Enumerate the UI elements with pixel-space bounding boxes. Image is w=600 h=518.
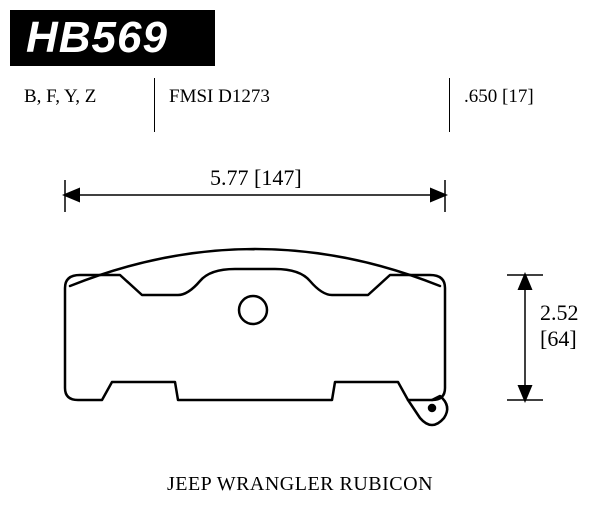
dim-height-label: 2.52 [64]	[540, 300, 579, 352]
product-name: JEEP WRANGLER RUBICON	[0, 473, 600, 496]
dim-width-label: 5.77 [147]	[210, 165, 302, 191]
part-number: HB569	[26, 13, 168, 63]
dim-width-in: 5.77	[210, 165, 249, 190]
dim-height-in: 2.52	[540, 300, 579, 326]
spec-compounds: B, F, Y, Z	[20, 78, 155, 132]
dim-width-mm: 147	[261, 165, 294, 190]
dim-width-mm-close: ]	[294, 165, 301, 190]
brake-pad-diagram	[0, 150, 600, 480]
spec-fmsi: FMSI D1273	[155, 78, 450, 132]
spec-thickness: .650 [17]	[450, 78, 580, 132]
dim-height-mm: 64	[547, 326, 569, 351]
header-band: HB569	[10, 10, 215, 66]
page-root: HB569 B, F, Y, Z FMSI D1273 .650 [17]	[0, 0, 600, 518]
dim-height-mm-close: ]	[569, 326, 576, 351]
spec-row: B, F, Y, Z FMSI D1273 .650 [17]	[20, 78, 580, 132]
